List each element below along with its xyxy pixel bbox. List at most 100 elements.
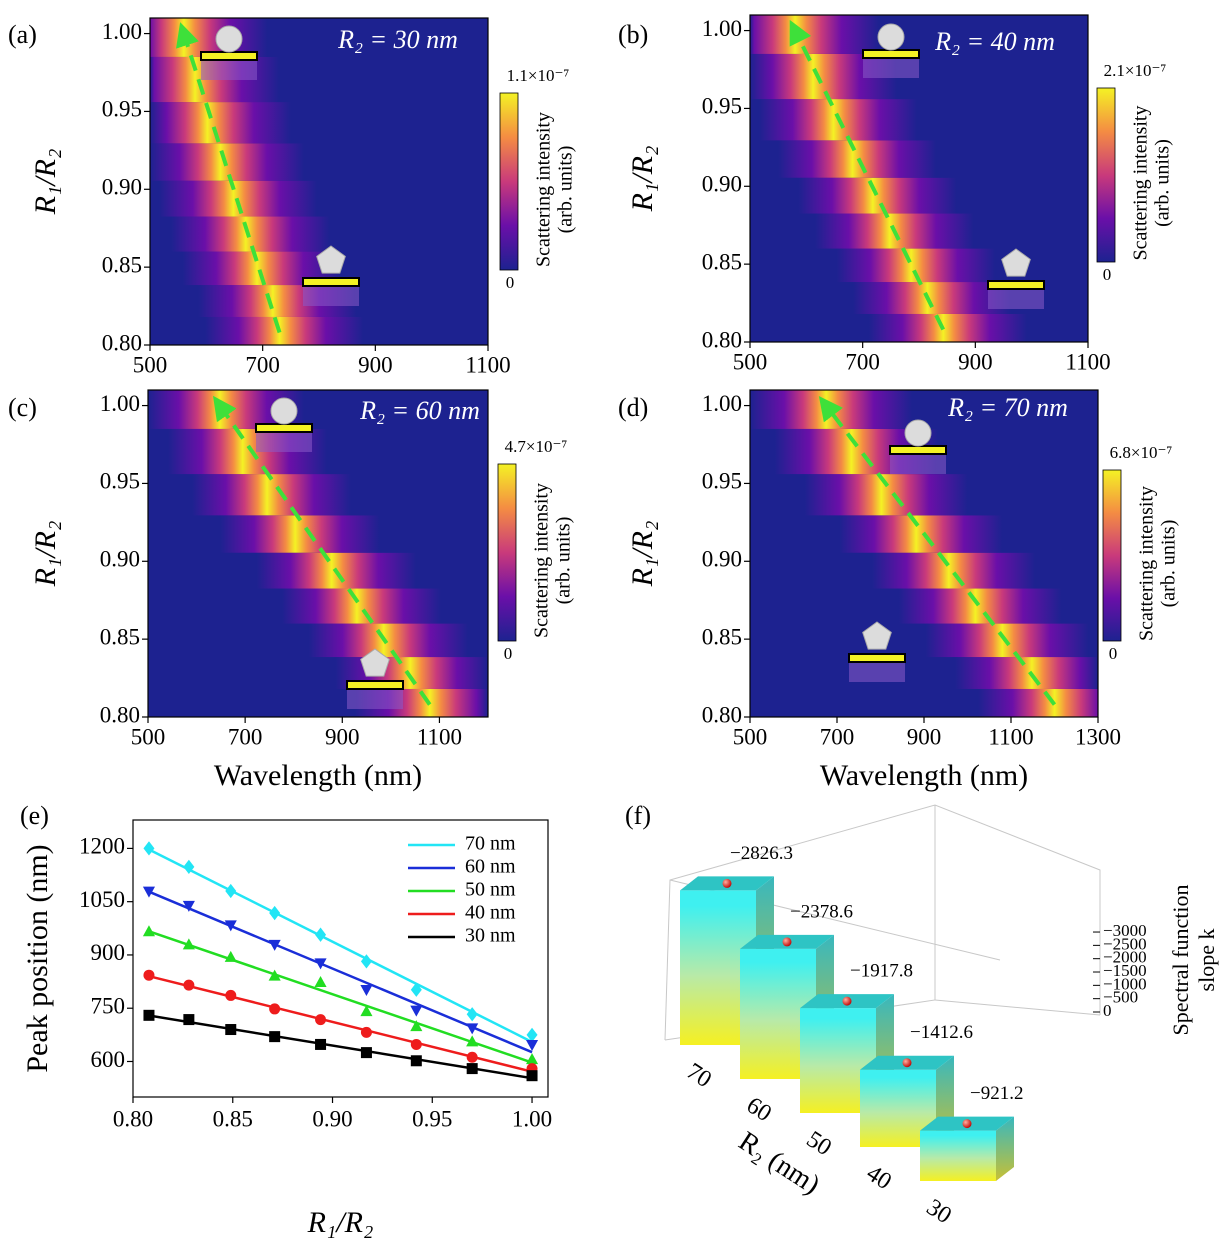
- marker: [143, 841, 155, 856]
- top-dot: [782, 937, 792, 947]
- value-label: −1412.6: [910, 1022, 973, 1043]
- substrate: [988, 289, 1044, 309]
- colorbar-tick-label: 0: [1103, 265, 1112, 284]
- z-axis-label: slope k: [1194, 929, 1219, 992]
- y-tick-label: 0.90: [100, 547, 140, 572]
- marker: [314, 976, 327, 988]
- marker: [315, 1038, 327, 1050]
- colorbar-label: (arb. units): [553, 517, 575, 605]
- marker: [268, 939, 281, 951]
- colorbar-tick-label: 4.7×10⁻⁷: [505, 437, 568, 456]
- x-tick-label: 70: [682, 1058, 716, 1093]
- marker: [410, 1005, 423, 1017]
- marker: [269, 1003, 281, 1015]
- panel-title: R₂ = 30 nm: [337, 25, 458, 54]
- fit-line: [148, 848, 533, 1044]
- y-tick-label: 0.90: [702, 172, 742, 197]
- marker: [143, 1009, 155, 1021]
- x-tick-label: 1100: [417, 724, 462, 749]
- film: [862, 49, 920, 59]
- particle: [877, 23, 905, 51]
- plot-frame: [132, 819, 549, 1098]
- marker: [225, 1024, 237, 1036]
- value-label: −1917.8: [850, 960, 913, 981]
- x-tick-label: 900: [358, 352, 393, 377]
- colorbar-tick-label: 0: [504, 644, 513, 663]
- substrate: [849, 662, 905, 682]
- film: [889, 445, 947, 455]
- marker: [269, 905, 281, 921]
- marker: [269, 1031, 281, 1043]
- marker: [314, 958, 327, 970]
- panel-label: (f): [625, 801, 651, 830]
- marker: [360, 1005, 373, 1017]
- intensity-band: [750, 552, 1098, 589]
- marker: [268, 969, 281, 981]
- substrate: [256, 432, 312, 452]
- trend-arrow: [176, 22, 282, 334]
- intensity-band: [750, 140, 1088, 178]
- y-tick-label: 0.95: [702, 94, 742, 119]
- marker: [225, 989, 237, 1001]
- film: [302, 277, 360, 287]
- film: [346, 680, 404, 690]
- marker: [142, 886, 156, 898]
- z-tick-label: −3000: [1103, 921, 1147, 940]
- x-tick-label: 40: [862, 1160, 896, 1195]
- colorbar-label: Scattering intensity: [1130, 106, 1152, 261]
- x-tick-label: 1100: [988, 724, 1033, 749]
- marker: [410, 1020, 423, 1032]
- x-tick-label: 700: [845, 349, 880, 374]
- intensity-band: [750, 213, 1088, 249]
- marker: [143, 969, 155, 981]
- intensity-band: [150, 56, 488, 103]
- y-tick-label: 750: [91, 993, 126, 1018]
- marker: [360, 1047, 372, 1059]
- intensity-band: [148, 552, 488, 589]
- pentagon-inset: [848, 621, 906, 682]
- pentagon-inset: [987, 248, 1045, 309]
- y-tick-label: 0.90: [702, 547, 742, 572]
- intensity-band: [750, 588, 1098, 624]
- particle: [360, 648, 390, 677]
- marker: [315, 927, 327, 942]
- x-tick-label: 1100: [465, 352, 510, 377]
- marker: [466, 1051, 478, 1063]
- x-tick-label: 30: [922, 1194, 956, 1229]
- z-tick-label: 0: [1103, 1001, 1112, 1020]
- trend-arrow: [212, 395, 432, 706]
- y-tick-label: 0.80: [702, 327, 742, 352]
- top-dot: [902, 1058, 912, 1068]
- x-tick-label: 0.90: [312, 1106, 352, 1131]
- particle: [904, 419, 932, 447]
- colorbar-label: Scattering intensity: [531, 483, 553, 638]
- colorbar-label: Scattering intensity: [1136, 486, 1158, 641]
- sphere-inset: [200, 25, 258, 80]
- marker: [410, 982, 422, 997]
- colorbar-label: Scattering intensity: [533, 112, 555, 267]
- marker: [224, 920, 237, 932]
- plot-frame: [749, 14, 1089, 343]
- fit-line: [148, 930, 533, 1064]
- y-axis-label: R₁/R₂: [29, 149, 62, 216]
- x-tick-label: 500: [131, 724, 166, 749]
- colorbar-tick-label: 1.1×10⁻⁷: [507, 66, 570, 85]
- y-tick-label: 1.00: [100, 391, 140, 416]
- y-tick-label: 0.80: [702, 702, 742, 727]
- marker: [183, 1014, 195, 1026]
- marker: [525, 1053, 539, 1065]
- marker: [410, 1055, 422, 1067]
- sphere-inset: [862, 23, 920, 78]
- x-tick-label: 900: [958, 349, 993, 374]
- marker: [360, 984, 373, 996]
- box-wireframe: [664, 804, 1101, 1041]
- value-label: −2826.3: [730, 843, 793, 864]
- intensity-band: [148, 428, 488, 475]
- panel-label: (d): [618, 393, 648, 422]
- x-tick-label: 1.00: [512, 1106, 552, 1131]
- z-tick-label: −2000: [1103, 948, 1147, 967]
- legend-label: 60 nm: [465, 856, 516, 878]
- intensity-band: [148, 657, 488, 689]
